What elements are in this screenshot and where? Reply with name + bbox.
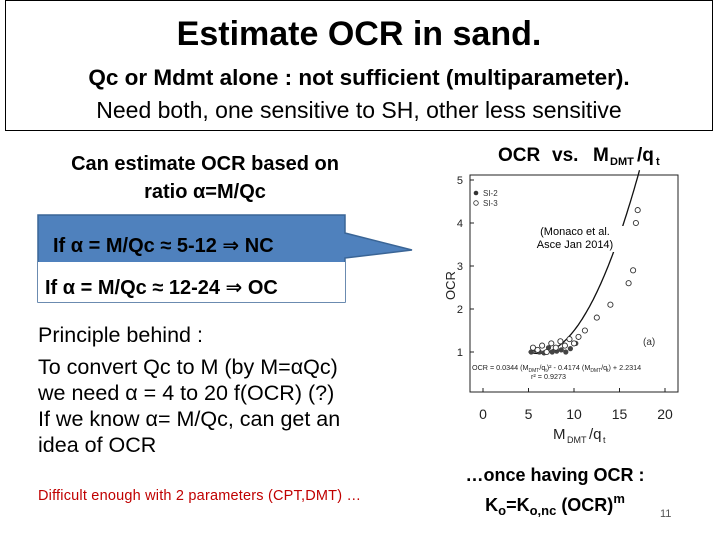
x-tick-label: 10: [566, 406, 582, 422]
title-subline-1: Qc or Mdmt alone : not sufficient (multi…: [88, 65, 630, 90]
y-tick-label: 5: [457, 175, 463, 187]
title-box: Estimate OCR in sand. Qc or Mdmt alone :…: [5, 0, 713, 131]
data-point-si-2: [549, 349, 555, 355]
data-point-si-3: [561, 342, 568, 349]
reference-line-2: Asce Jan 2014): [536, 239, 614, 251]
principle-line-4: idea of OCR: [38, 433, 157, 457]
data-points: [528, 207, 641, 356]
data-point-si-3: [548, 340, 555, 347]
data-point-si-3: [630, 267, 637, 274]
data-point-si-3: [557, 338, 564, 345]
fit-curve: [528, 170, 641, 355]
x-axis-title-dmt: DMT: [567, 435, 587, 445]
fig-title-vs: vs.: [552, 145, 578, 166]
fig-title-dmt: DMT: [610, 156, 634, 168]
fig-title-m: M: [593, 145, 609, 166]
chart-axes: 0 5 10 15 20 1 2 3 4 5: [457, 175, 673, 422]
data-point-si-2: [567, 346, 574, 352]
difficulty-note: Difficult enough with 2 parameters (CPT,…: [38, 488, 362, 504]
y-tick-label: 4: [457, 218, 463, 230]
x-tick-label: 20: [657, 406, 673, 422]
x-tick-label: 15: [612, 406, 628, 422]
data-point-si-3: [566, 336, 573, 343]
principle-block: Principle behind : To convert Qc to M (b…: [38, 322, 408, 458]
y-tick-label: 2: [457, 304, 463, 316]
chart-legend: SI-2 SI-3: [473, 189, 498, 208]
data-point-si-3: [570, 340, 578, 347]
data-point-si-2: [558, 347, 564, 353]
data-point-si-3: [575, 333, 582, 340]
y-axis-title: OCR: [443, 271, 458, 300]
conclusion-line-1: …once having OCR :: [465, 465, 645, 485]
intro-line-1: Can estimate OCR based on: [71, 153, 339, 175]
callout-nc-line: If α = M/Qc ≈ 5-12 ⇒ NC: [53, 235, 274, 257]
y-tick-label: 1: [457, 347, 463, 359]
fit-equation-line-2: r² = 0.9273: [531, 372, 566, 381]
data-point-si-3: [552, 344, 559, 351]
reference-line-1: (Monaco et al.: [540, 226, 610, 238]
legend-label-si3: SI-3: [483, 199, 498, 208]
reference-note: (Monaco et al. Asce Jan 2014): [505, 226, 645, 252]
fig-title-qt: /q: [637, 145, 654, 166]
x-tick-label: 5: [525, 406, 533, 422]
y-tick-label: 3: [457, 261, 463, 273]
intro-text: Can estimate OCR based on ratio α=M/Qc: [30, 150, 380, 206]
data-point-si-3: [632, 219, 639, 227]
data-point-si-3: [581, 327, 588, 334]
principle-line-2: we need α = 4 to 20 f(OCR) (?): [38, 381, 335, 405]
conclusion-line-2: Ko=Ko,nc (OCR)m: [485, 491, 625, 518]
panel-label: (a): [643, 337, 655, 348]
x-tick-label: 0: [479, 406, 487, 422]
x-axis-title-t: t: [603, 435, 606, 445]
data-point-si-3: [539, 342, 546, 349]
data-point-si-3: [534, 346, 541, 353]
data-point-si-3: [634, 207, 641, 214]
legend-label-si2: SI-2: [483, 189, 498, 198]
plot-frame: [469, 174, 679, 393]
data-point-si-3: [607, 301, 614, 308]
page-number: 11: [660, 508, 672, 520]
data-point-si-3: [543, 348, 550, 356]
principle-line-1: To convert Qc to M (by M=αQc): [38, 355, 338, 379]
data-point-si-3: [625, 280, 632, 287]
fit-equation-line-1: OCR = 0.0344 (MDMT/qt)² - 0.4174 (MDMT/q…: [472, 363, 641, 374]
legend-marker-si3: [473, 200, 479, 206]
principle-heading: Principle behind :: [38, 323, 203, 347]
fig-title-t: t: [656, 156, 660, 168]
title-subline-2: Need both, one sensitive to SH, other le…: [96, 97, 622, 123]
conclusion-block: …once having OCR : Ko=Ko,nc (OCR)m: [445, 463, 665, 523]
x-axis-title-qt: /q: [589, 426, 602, 443]
x-axis-title-m: M: [553, 426, 566, 443]
callout-lower-band: [38, 262, 345, 302]
intro-line-2: ratio α=M/Qc: [144, 181, 266, 203]
slide-title: Estimate OCR in sand.: [176, 15, 542, 53]
data-point-si-3: [593, 314, 600, 321]
callout-oc-line: If α = M/Qc ≈ 12-24 ⇒ OC: [45, 277, 278, 299]
fig-title-ocr: OCR: [498, 145, 541, 166]
legend-marker-si2: [473, 190, 479, 196]
principle-line-3: If we know α= M/Qc, can get an: [38, 407, 341, 431]
data-point-si-2: [563, 349, 569, 355]
